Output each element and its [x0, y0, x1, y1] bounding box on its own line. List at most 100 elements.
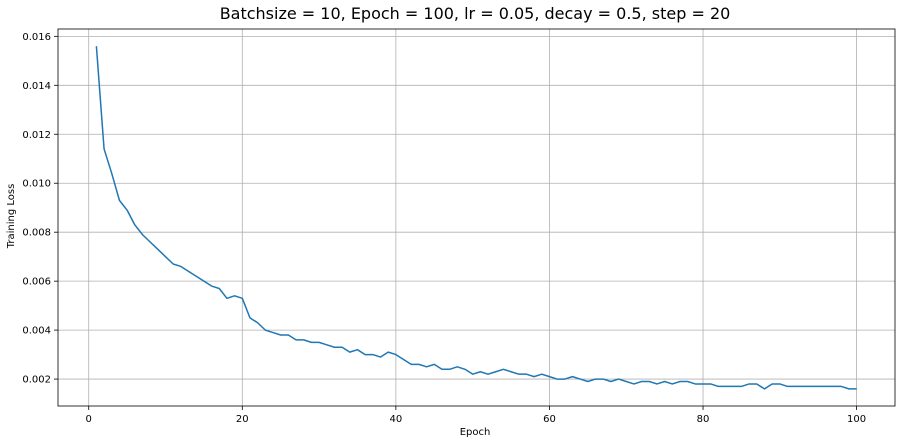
data-point [664, 381, 666, 383]
grid [58, 29, 895, 406]
data-point [311, 342, 313, 344]
data-point [503, 368, 505, 370]
data-point [249, 317, 251, 319]
data-point [579, 378, 581, 380]
data-point [610, 381, 612, 383]
data-point [718, 386, 720, 388]
x-tick-label: 20 [236, 414, 249, 425]
data-point [687, 381, 689, 383]
x-tick-label: 80 [697, 414, 710, 425]
data-point [380, 356, 382, 358]
data-point [840, 386, 842, 388]
data-point [96, 45, 98, 47]
data-point [157, 249, 159, 251]
data-point [288, 334, 290, 336]
data-point [787, 386, 789, 388]
x-tick-label: 40 [390, 414, 403, 425]
y-tick-label: 0.002 [22, 375, 51, 386]
data-point [618, 378, 620, 380]
data-point [771, 383, 773, 385]
data-point [349, 351, 351, 353]
data-point [480, 371, 482, 373]
data-point [526, 373, 528, 375]
data-point [149, 241, 151, 243]
data-point [725, 386, 727, 388]
data-point [679, 381, 681, 383]
data-point [549, 376, 551, 378]
data-point [195, 275, 197, 277]
x-tick-label: 60 [543, 414, 556, 425]
data-point [779, 383, 781, 385]
data-point [111, 173, 113, 175]
data-point [241, 297, 243, 299]
data-point [625, 381, 627, 383]
data-point [710, 383, 712, 385]
data-point [449, 368, 451, 370]
data-point [741, 386, 743, 388]
data-point [303, 339, 305, 341]
data-point [234, 295, 236, 297]
y-tick-label: 0.008 [22, 228, 51, 239]
data-point [334, 346, 336, 348]
data-point [172, 263, 174, 265]
data-point [364, 354, 366, 356]
data-point [280, 334, 282, 336]
data-point [265, 329, 267, 331]
data-point [387, 351, 389, 353]
data-point [825, 386, 827, 388]
data-point [472, 373, 474, 375]
data-point [165, 256, 167, 258]
data-point [203, 280, 205, 282]
data-point [326, 344, 328, 346]
data-point [833, 386, 835, 388]
data-point [142, 234, 144, 236]
y-tick-label: 0.010 [22, 179, 51, 190]
data-point [656, 383, 658, 385]
chart-title: Batchsize = 10, Epoch = 100, lr = 0.05, … [220, 4, 731, 23]
data-point [802, 386, 804, 388]
x-tick-label: 0 [86, 414, 92, 425]
data-point [748, 383, 750, 385]
data-point [794, 386, 796, 388]
data-point [572, 376, 574, 378]
data-point [695, 383, 697, 385]
data-point [533, 376, 535, 378]
data-point [357, 349, 359, 351]
data-point [134, 224, 136, 226]
data-point [272, 332, 274, 334]
data-point [295, 339, 297, 341]
x-tick-label: 100 [847, 414, 866, 425]
data-point [119, 200, 121, 202]
y-tick-label: 0.016 [22, 32, 51, 43]
data-point [426, 366, 428, 368]
y-tick-label: 0.006 [22, 277, 51, 288]
data-point [672, 383, 674, 385]
data-point [487, 373, 489, 375]
data-point [211, 285, 213, 287]
data-point [341, 346, 343, 348]
data-point [764, 388, 766, 390]
data-point [395, 354, 397, 356]
data-point [226, 297, 228, 299]
data-point [403, 359, 405, 361]
data-point [856, 388, 858, 390]
data-point [641, 381, 643, 383]
y-tick-label: 0.014 [22, 81, 51, 92]
data-point [188, 271, 190, 273]
data-point [103, 148, 105, 150]
data-point [257, 322, 259, 324]
data-point [648, 381, 650, 383]
data-point [564, 378, 566, 380]
data-point [372, 354, 374, 356]
data-point [180, 266, 182, 268]
data-point [541, 373, 543, 375]
data-point [587, 381, 589, 383]
data-point [810, 386, 812, 388]
data-point [756, 383, 758, 385]
data-point [433, 364, 435, 366]
series-line-training-loss [95, 46, 857, 390]
data-point [457, 366, 459, 368]
data-point [556, 378, 558, 380]
data-point [702, 383, 704, 385]
